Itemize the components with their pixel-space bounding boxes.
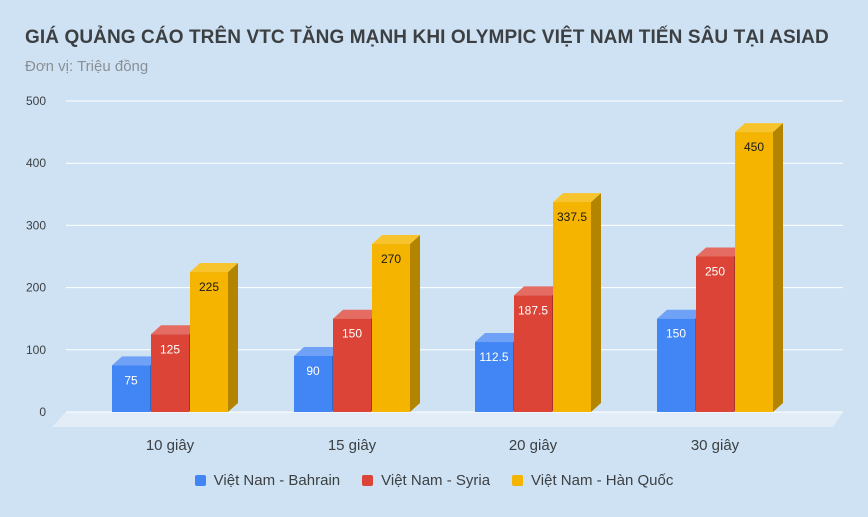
bar-top	[190, 263, 238, 273]
bar	[294, 356, 332, 412]
bar	[514, 295, 552, 412]
legend-item: Việt Nam - Syria	[362, 472, 490, 489]
data-label: 125	[160, 342, 180, 356]
legend-item: Việt Nam - Bahrain	[194, 472, 341, 489]
data-label: 337.5	[557, 210, 587, 224]
y-tick-label: 400	[26, 156, 46, 170]
legend-label: Việt Nam - Bahrain	[213, 472, 341, 489]
legend-swatch	[512, 475, 524, 486]
chart-floor	[52, 412, 843, 427]
bar-side	[228, 263, 238, 412]
x-tick-label: 30 giây	[691, 437, 740, 454]
bar	[151, 334, 189, 412]
bar-top	[333, 309, 381, 319]
legend-label: Việt Nam - Hàn Quốc	[531, 472, 674, 489]
bar-top	[372, 235, 420, 245]
x-tick-label: 15 giây	[328, 437, 377, 454]
y-tick-label: 0	[39, 405, 46, 419]
bar	[696, 256, 734, 412]
legend-item: Việt Nam - Hàn Quốc	[512, 472, 673, 489]
bar-side	[591, 193, 601, 412]
bar-top	[514, 286, 562, 296]
data-label: 270	[381, 252, 401, 266]
bar-top	[294, 347, 342, 357]
bar-top	[735, 123, 783, 133]
x-tick-label: 20 giây	[509, 437, 558, 454]
y-tick-label: 500	[26, 94, 46, 108]
y-tick-label: 200	[26, 281, 46, 295]
y-tick-label: 100	[26, 343, 46, 357]
data-label: 112.5	[479, 350, 508, 364]
data-label: 90	[306, 364, 320, 378]
bar-top	[657, 309, 705, 319]
chart-title: GIÁ QUẢNG CÁO TRÊN VTC TĂNG MẠNH KHI OLY…	[25, 27, 829, 48]
bar	[553, 202, 591, 412]
bar	[333, 318, 371, 412]
bar	[190, 272, 228, 412]
data-label: 450	[744, 140, 764, 154]
legend-label: Việt Nam - Syria	[381, 472, 491, 489]
x-tick-label: 10 giây	[146, 437, 195, 454]
bar-side	[773, 123, 783, 412]
y-tick-label: 300	[26, 218, 46, 232]
bar	[735, 132, 773, 412]
data-label: 225	[199, 280, 219, 294]
data-label: 150	[342, 327, 362, 341]
data-label: 150	[666, 327, 686, 341]
bar-top	[475, 333, 523, 343]
chart-subtitle: Đơn vị: Triệu đồng	[25, 58, 149, 75]
legend-swatch	[362, 475, 374, 486]
bar-top	[553, 193, 601, 203]
data-label: 75	[124, 373, 138, 387]
bar	[112, 365, 150, 412]
bar-top	[151, 325, 199, 335]
bar-top	[696, 247, 744, 257]
data-label: 250	[705, 265, 725, 279]
legend-swatch	[194, 475, 206, 486]
bar-side	[410, 235, 420, 412]
bar	[372, 244, 410, 412]
data-label: 187.5	[518, 303, 548, 317]
bar	[475, 342, 513, 412]
legend: Việt Nam - Bahrain Việt Nam - Syria Việt N…	[0, 472, 868, 489]
bar	[657, 318, 695, 412]
bar-top	[112, 356, 160, 366]
